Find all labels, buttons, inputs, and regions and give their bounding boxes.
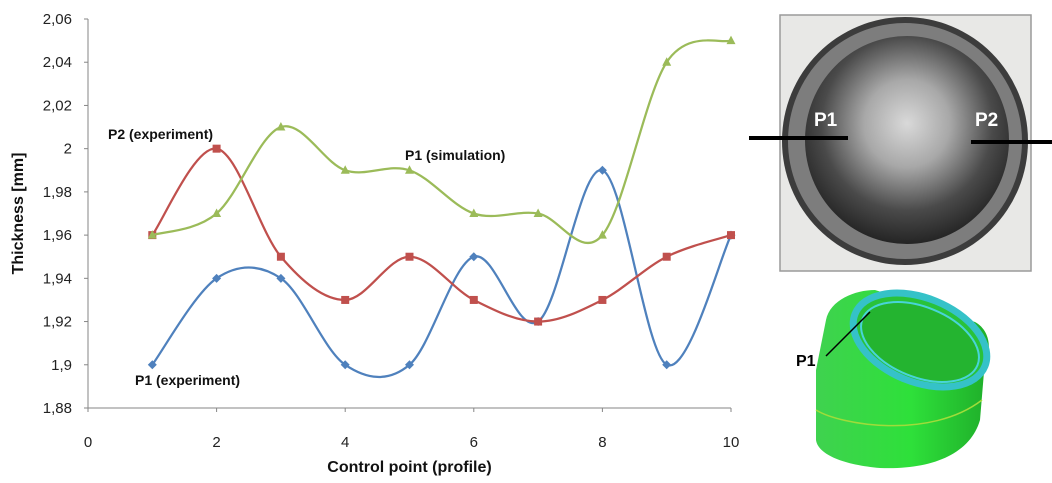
data-point-series-0 (405, 360, 414, 370)
data-point-series-2 (405, 165, 414, 174)
data-point-series-0 (469, 252, 479, 262)
y-tick-label: 2,04 (43, 54, 72, 71)
x-tick-label: 6 (470, 434, 478, 451)
data-point-series-1 (534, 317, 543, 326)
data-point-series-1 (405, 252, 414, 261)
x-tick-label: 0 (84, 434, 92, 451)
data-point-series-2 (597, 230, 607, 239)
cup-inner (805, 36, 1009, 244)
series-label-p1-experiment: P1 (experiment) (135, 372, 240, 388)
y-tick-label: 2,06 (43, 11, 72, 28)
data-point-series-2 (662, 57, 672, 66)
y-tick-label: 1,96 (43, 227, 72, 244)
simulation-model: P1 (796, 289, 991, 469)
data-point-series-1 (662, 252, 671, 261)
series-line-2 (151, 39, 732, 244)
y-tick-label: 2,02 (43, 97, 72, 114)
data-point-series-2 (469, 208, 479, 217)
data-point-series-1 (598, 295, 607, 304)
chart-axes: 1,88 1,9 1,92 1,94 1,96 1,98 2 2,02 2,04 2,06 0 2 4 6… (10, 11, 739, 476)
data-point-series-2 (147, 230, 157, 239)
series-label-p2-experiment: P2 (experiment) (108, 126, 213, 142)
data-point-series-2 (276, 122, 286, 131)
data-point-series-0 (662, 360, 672, 370)
y-tick-label: 2 (64, 141, 72, 158)
chart-series (147, 35, 736, 379)
data-point-series-1 (212, 144, 221, 153)
data-point-series-2 (533, 208, 543, 217)
data-point-series-1 (727, 231, 735, 240)
y-tick-label: 1,9 (51, 357, 72, 374)
photo-label-p1: P1 (814, 110, 838, 131)
data-point-series-1 (469, 295, 478, 304)
y-tick-label: 1,94 (43, 270, 72, 287)
model-seam (815, 399, 983, 427)
data-point-series-2 (726, 35, 736, 45)
x-tick-label: 2 (212, 434, 220, 451)
data-point-series-0 (276, 273, 286, 283)
x-tick-label: 4 (341, 434, 349, 451)
model-pointer-line (825, 311, 871, 357)
x-tick-label: 8 (598, 434, 606, 451)
series-line-1 (151, 147, 732, 323)
x-axis-title: Control point (profile) (327, 459, 491, 476)
y-axis-title: Thickness [mm] (10, 153, 27, 275)
series-label-p1-simulation: P1 (simulation) (405, 147, 505, 163)
data-point-series-2 (340, 165, 350, 174)
photo-label-p2: P2 (975, 110, 998, 131)
data-point-series-0 (212, 273, 222, 283)
y-tick-label: 1,92 (43, 314, 72, 331)
data-point-series-1 (276, 252, 285, 261)
x-tick-label: 10 (723, 434, 740, 451)
model-label-p1: P1 (796, 353, 816, 370)
y-tick-label: 1,88 (43, 400, 72, 417)
data-point-series-1 (341, 295, 350, 304)
y-tick-label: 1,98 (43, 184, 72, 201)
data-point-series-2 (212, 208, 222, 217)
data-point-series-0 (340, 360, 350, 370)
data-point-series-0 (147, 360, 157, 370)
data-point-series-0 (597, 165, 607, 175)
cup-photo: P1 P2 (749, 14, 1052, 272)
